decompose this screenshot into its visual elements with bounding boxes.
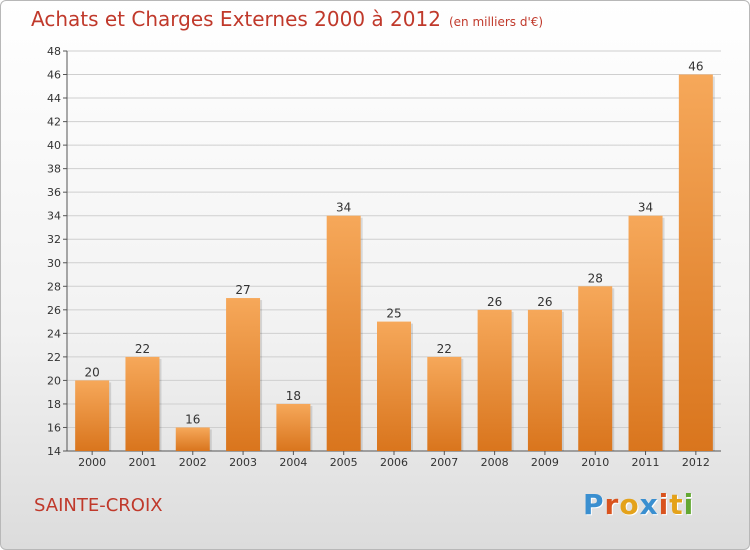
y-tick-label: 40	[47, 139, 61, 152]
y-tick-label: 42	[47, 116, 61, 129]
bar	[678, 74, 713, 451]
bar	[326, 215, 361, 451]
y-tick-label: 14	[47, 445, 61, 458]
chart-unit: (en milliers d'€)	[448, 15, 544, 29]
bar-value-label: 25	[386, 307, 401, 321]
x-tick-label: 2007	[430, 456, 458, 469]
y-tick-label: 22	[47, 351, 61, 364]
bar	[427, 356, 462, 451]
proxiti-logo[interactable]: Proxiti	[583, 488, 694, 521]
logo-letter: i	[683, 488, 695, 521]
logo-letter: r	[604, 488, 620, 521]
bar	[477, 309, 512, 451]
bar	[125, 356, 160, 451]
y-tick-label: 24	[47, 327, 61, 340]
bar	[75, 380, 110, 451]
x-tick-label: 2009	[531, 456, 559, 469]
x-tick-label: 2010	[581, 456, 609, 469]
y-tick-label: 26	[47, 304, 61, 317]
bar-value-label: 34	[638, 201, 653, 215]
y-tick-label: 32	[47, 233, 61, 246]
bar-value-label: 16	[185, 412, 200, 426]
x-tick-label: 2008	[481, 456, 509, 469]
y-tick-label: 44	[47, 92, 61, 105]
x-tick-label: 2002	[179, 456, 207, 469]
commune-name: SAINTE-CROIX	[34, 495, 163, 516]
logo-letter: t	[669, 488, 684, 521]
y-tick-label: 38	[47, 163, 61, 176]
bar-value-label: 22	[135, 342, 150, 356]
bar-value-label: 26	[487, 295, 502, 309]
x-tick-label: 2011	[632, 456, 660, 469]
x-tick-label: 2000	[78, 456, 106, 469]
bar-value-label: 26	[537, 295, 552, 309]
y-tick-label: 28	[47, 280, 61, 293]
bar	[578, 286, 613, 451]
bar	[226, 298, 261, 451]
bar	[175, 427, 210, 451]
logo-letter: i	[658, 488, 670, 521]
logo-letter: o	[619, 488, 640, 521]
y-tick-label: 16	[47, 421, 61, 434]
x-tick-label: 2006	[380, 456, 408, 469]
bar	[628, 215, 663, 451]
x-tick-label: 2003	[229, 456, 257, 469]
bar-value-label: 27	[235, 283, 250, 297]
bar	[377, 321, 411, 451]
x-tick-label: 2004	[279, 456, 307, 469]
y-tick-label: 18	[47, 398, 61, 411]
x-tick-label: 2005	[330, 456, 358, 469]
logo-letter: P	[583, 488, 605, 521]
x-tick-label: 2001	[128, 456, 156, 469]
bar-value-label: 28	[588, 271, 603, 285]
bar-value-label: 46	[688, 60, 703, 74]
bars	[75, 74, 715, 451]
bar-value-label: 34	[336, 201, 351, 215]
bar-value-label: 20	[85, 365, 100, 379]
y-tick-label: 20	[47, 374, 61, 387]
chart-title: Achats et Charges Externes 2000 à 2012 (e…	[31, 7, 543, 31]
bar	[276, 403, 311, 451]
labels: 14 16 18 20 22 24 26 28 30 32 34 36 38 40 42 44 46 48 20 20…	[47, 45, 710, 469]
bar	[527, 309, 562, 451]
chart-title-text: Achats et Charges Externes 2000 à 2012	[31, 7, 441, 31]
y-tick-label: 46	[47, 69, 61, 82]
x-tick-label: 2012	[682, 456, 710, 469]
bar-value-label: 22	[437, 342, 452, 356]
logo-letter: x	[639, 488, 659, 521]
y-tick-label: 48	[47, 45, 61, 58]
y-tick-label: 30	[47, 257, 61, 270]
y-tick-label: 36	[47, 186, 61, 199]
bar-value-label: 18	[286, 389, 301, 403]
y-tick-label: 34	[47, 210, 61, 223]
